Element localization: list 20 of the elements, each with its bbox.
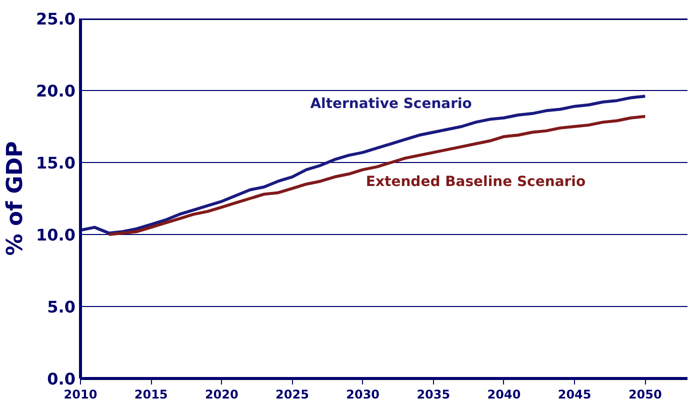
- y-tick-label: 15.0: [36, 154, 76, 172]
- y-tick-label: 0.0: [47, 370, 76, 388]
- x-tick-label: 2045: [558, 388, 592, 401]
- x-tick-label: 2040: [487, 388, 521, 401]
- x-tick-label: 2015: [134, 388, 168, 401]
- y-axis-title: % of GDP: [3, 141, 28, 256]
- line-series: [107, 114, 647, 236]
- x-tick-label: 2010: [64, 388, 98, 401]
- line-series: [80, 94, 647, 235]
- y-tick-label: 5.0: [47, 298, 76, 316]
- x-tick-label: 2050: [628, 388, 662, 401]
- y-tick-label: 10.0: [36, 226, 76, 244]
- series-label: Extended Baseline Scenario: [366, 174, 586, 190]
- y-tick-label: 25.0: [36, 10, 76, 28]
- x-tick-label: 2035: [416, 388, 450, 401]
- x-tick-label: 2030: [346, 388, 380, 401]
- y-tick-label: 20.0: [36, 82, 76, 100]
- x-tick-label: 2020: [204, 388, 238, 401]
- series-label: Alternative Scenario: [310, 96, 472, 112]
- x-tick-label: 2025: [276, 388, 309, 401]
